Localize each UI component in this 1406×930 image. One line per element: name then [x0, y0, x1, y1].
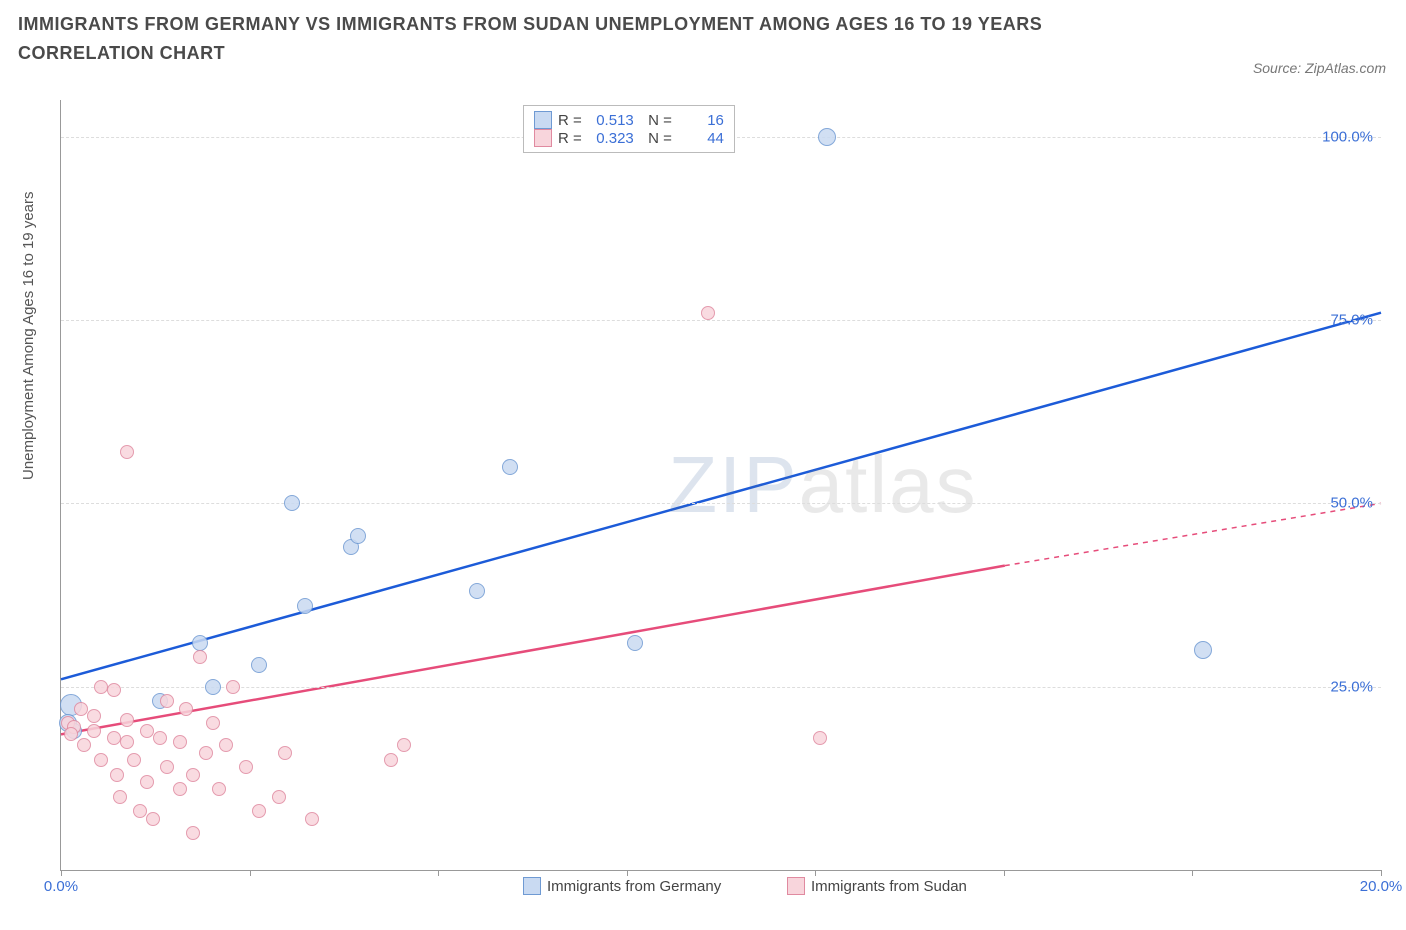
- scatter-point: [146, 812, 160, 826]
- x-tick: [1004, 870, 1005, 876]
- y-axis-label: Unemployment Among Ages 16 to 19 years: [20, 191, 37, 480]
- legend-n-label: N =: [640, 130, 672, 147]
- scatter-point: [140, 775, 154, 789]
- trend-lines-layer: [61, 100, 1381, 870]
- legend-swatch: [787, 877, 805, 895]
- scatter-point: [94, 753, 108, 767]
- x-tick: [250, 870, 251, 876]
- legend-series: Immigrants from Germany: [523, 877, 721, 895]
- legend-series-label: Immigrants from Germany: [547, 878, 721, 895]
- scatter-point: [140, 724, 154, 738]
- x-tick: [1192, 870, 1193, 876]
- scatter-point: [186, 826, 200, 840]
- y-tick-label: 75.0%: [1330, 312, 1373, 329]
- scatter-point: [813, 731, 827, 745]
- scatter-point: [133, 804, 147, 818]
- scatter-point: [77, 738, 91, 752]
- y-tick-label: 50.0%: [1330, 495, 1373, 512]
- legend-series: Immigrants from Sudan: [787, 877, 967, 895]
- gridline-horizontal: [61, 687, 1381, 688]
- scatter-point: [284, 495, 300, 511]
- y-tick-label: 25.0%: [1330, 678, 1373, 695]
- scatter-point: [192, 635, 208, 651]
- scatter-point: [397, 738, 411, 752]
- scatter-point: [206, 716, 220, 730]
- legend-r-label: R =: [558, 130, 582, 147]
- scatter-point: [94, 680, 108, 694]
- scatter-point: [173, 735, 187, 749]
- scatter-point: [160, 694, 174, 708]
- legend-row: R = 0.513 N = 16: [534, 111, 724, 129]
- scatter-point: [153, 731, 167, 745]
- legend-correlation-box: R = 0.513 N = 16 R = 0.323 N = 44: [523, 105, 735, 153]
- legend-n-value: 44: [678, 130, 724, 147]
- legend-n-label: N =: [640, 112, 672, 129]
- scatter-point: [186, 768, 200, 782]
- x-tick-label: 20.0%: [1360, 878, 1403, 895]
- gridline-horizontal: [61, 503, 1381, 504]
- trend-line-dashed: [1005, 503, 1381, 565]
- legend-row: R = 0.323 N = 44: [534, 129, 724, 147]
- scatter-point: [87, 724, 101, 738]
- x-tick: [1381, 870, 1382, 876]
- scatter-point: [110, 768, 124, 782]
- scatter-point: [252, 804, 266, 818]
- scatter-point: [469, 583, 485, 599]
- scatter-point: [74, 702, 88, 716]
- scatter-point: [120, 713, 134, 727]
- scatter-point: [212, 782, 226, 796]
- scatter-point: [113, 790, 127, 804]
- scatter-point: [179, 702, 193, 716]
- legend-r-label: R =: [558, 112, 582, 129]
- scatter-point: [297, 598, 313, 614]
- scatter-point: [87, 709, 101, 723]
- scatter-point: [278, 746, 292, 760]
- legend-r-value: 0.323: [588, 130, 634, 147]
- scatter-point: [107, 731, 121, 745]
- scatter-point: [239, 760, 253, 774]
- scatter-point: [305, 812, 319, 826]
- scatter-point: [272, 790, 286, 804]
- trend-line: [61, 313, 1381, 680]
- source-label: Source: ZipAtlas.com: [1253, 60, 1386, 76]
- plot-area: ZIPatlas 25.0%50.0%75.0%100.0%0.0%20.0%R…: [60, 100, 1381, 871]
- gridline-horizontal: [61, 320, 1381, 321]
- scatter-point: [173, 782, 187, 796]
- scatter-point: [818, 128, 836, 146]
- x-tick: [61, 870, 62, 876]
- x-tick-label: 0.0%: [44, 878, 78, 895]
- chart-container: IMMIGRANTS FROM GERMANY VS IMMIGRANTS FR…: [0, 0, 1406, 930]
- scatter-point: [226, 680, 240, 694]
- scatter-point: [120, 735, 134, 749]
- x-tick: [627, 870, 628, 876]
- x-tick: [438, 870, 439, 876]
- scatter-point: [1194, 641, 1212, 659]
- x-tick: [815, 870, 816, 876]
- legend-n-value: 16: [678, 112, 724, 129]
- legend-r-value: 0.513: [588, 112, 634, 129]
- legend-swatch: [534, 129, 552, 147]
- legend-swatch: [534, 111, 552, 129]
- y-tick-label: 100.0%: [1322, 128, 1373, 145]
- scatter-point: [384, 753, 398, 767]
- scatter-point: [251, 657, 267, 673]
- scatter-point: [193, 650, 207, 664]
- legend-swatch: [523, 877, 541, 895]
- scatter-point: [502, 459, 518, 475]
- scatter-point: [219, 738, 233, 752]
- chart-title: IMMIGRANTS FROM GERMANY VS IMMIGRANTS FR…: [18, 10, 1118, 68]
- scatter-point: [701, 306, 715, 320]
- scatter-point: [160, 760, 174, 774]
- scatter-point: [107, 683, 121, 697]
- scatter-point: [627, 635, 643, 651]
- scatter-point: [64, 727, 78, 741]
- scatter-point: [350, 528, 366, 544]
- scatter-point: [120, 445, 134, 459]
- scatter-point: [127, 753, 141, 767]
- legend-series-label: Immigrants from Sudan: [811, 878, 967, 895]
- scatter-point: [205, 679, 221, 695]
- scatter-point: [199, 746, 213, 760]
